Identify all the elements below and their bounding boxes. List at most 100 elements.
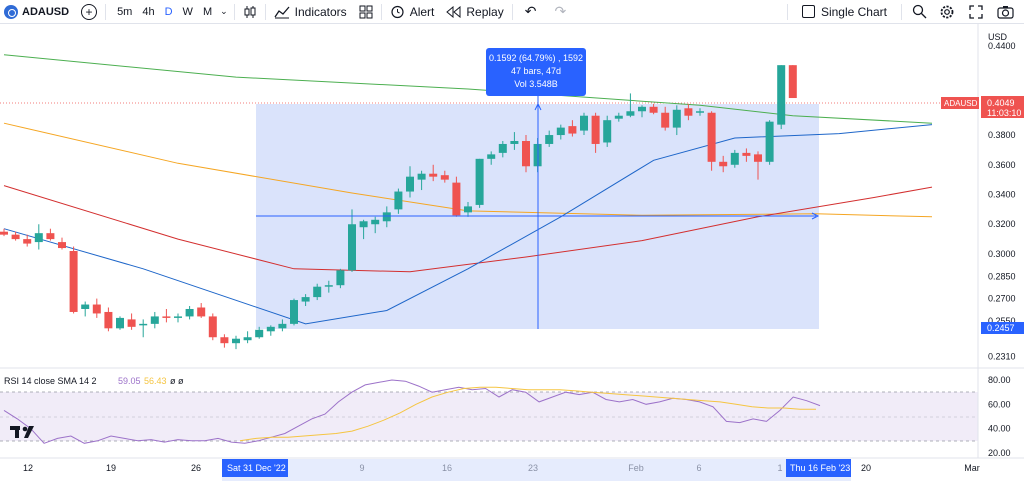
interval-m[interactable]: M [202,5,213,18]
top-toolbar: ADAUSD + 5m 4h D W M ⌄ Indicators Alert … [0,0,1024,24]
candle-body [475,158,484,205]
alarm-clock-icon [391,5,404,19]
candle-body [580,115,588,131]
rsi-legend-extra: ø [178,376,184,386]
candle-body [672,109,681,128]
time-tick: 12 [23,463,33,473]
add-symbol-icon: + [81,3,98,20]
candle-body [313,286,322,298]
measure-low-label: 0.2457 [987,323,1015,333]
interval-d[interactable]: D [164,5,173,18]
separator [264,3,266,20]
measure-arrow-head [811,212,820,220]
ma-line-green [3,54,933,124]
price-tick: 0.3200 [988,219,1016,229]
measure-volume: Vol 3.548B [514,79,558,89]
snapshot-button[interactable] [990,0,1024,24]
indicators-label: Indicators [294,4,347,19]
candle-body [568,126,577,134]
interval-5m[interactable]: 5m [117,5,133,18]
candles-icon [244,5,256,18]
candle-body [92,304,101,314]
gear-icon [940,5,954,18]
candle-body [232,338,240,344]
rsi-tick: 40.00 [988,424,1011,434]
alert-label: Alert [409,4,435,19]
separator [786,3,788,20]
time-tick: 20 [861,463,871,473]
ma-line-blue [3,124,933,325]
candle-body [336,270,345,286]
candle-body [394,191,403,210]
separator [380,3,382,20]
symbol-tag-bg [941,97,979,109]
candle-body [464,206,472,213]
compare-button[interactable]: + [75,0,103,24]
candle-body [243,337,252,341]
start-date-label: Sat 31 Dec '22 [227,463,286,473]
price-tick: 0.4400 [988,41,1016,51]
interval-w[interactable]: W [182,5,193,18]
candle-body [174,316,182,318]
alert-button[interactable]: Alert [384,0,441,24]
last-price-label: 0.4049 [987,98,1015,108]
fullscreen-button[interactable] [962,0,990,24]
symbol-selector[interactable]: ADAUSD [0,0,75,24]
separator [901,3,902,20]
interval-group: 5m 4h D W M ⌄ [108,0,232,24]
candle-body [765,121,774,162]
chart-area[interactable]: USD 0.44000.40000.38000.36000.34000.3200… [0,24,1024,481]
candle-body [46,233,55,240]
price-tick: 0.3800 [988,130,1016,140]
candle-body [696,111,704,113]
chevron-down-icon[interactable]: ⌄ [220,6,228,16]
candle-body [777,65,786,125]
candle-body [684,108,693,116]
candle-body [556,127,565,136]
candle-body [324,285,333,287]
layout-button[interactable]: Single Chart [790,0,899,24]
candle-body [788,65,797,99]
replay-button[interactable]: Replay [440,0,509,24]
rsi-indicator [3,379,821,444]
candle-body [382,212,391,222]
symbol-name: ADAUSD [22,5,70,18]
rsi-legend-name[interactable]: RSI 14 close SMA 14 2 [4,376,97,386]
search-icon [912,4,927,19]
measure-bars: 47 bars, 47d [510,66,562,76]
candle-body [58,242,66,249]
time-tick: 19 [106,463,116,473]
undo-button[interactable]: ↶ [515,0,547,24]
ma-line-red [3,185,933,273]
settings-button[interactable] [932,0,962,24]
candle-body [452,182,461,216]
candle-body [429,173,438,177]
candle-body [208,316,217,338]
replay-icon [446,5,461,18]
rsi-ticks: 80.00 60.00 40.00 20.00 [988,375,1011,458]
templates-button[interactable] [353,0,379,24]
tradingview-logo-icon[interactable] [10,422,40,442]
price-tick: 0.2700 [988,294,1016,304]
candle-body [290,300,298,324]
redo-icon: ↷ [554,3,567,19]
candle-body [127,319,136,327]
layout-square-icon [801,5,815,18]
candle-body [417,173,426,180]
candle-body [34,233,43,243]
price-tick: 0.2850 [988,271,1016,281]
price-tick: 0.3000 [988,249,1016,259]
candle-body [162,316,171,318]
price-chart[interactable]: USD 0.44000.40000.38000.36000.34000.3200… [0,24,1024,481]
candle-body [522,140,530,167]
indicators-button[interactable]: Indicators [268,0,353,24]
candle-body [754,154,762,162]
interval-4h[interactable]: 4h [142,5,155,18]
rsi-tick: 80.00 [988,375,1011,385]
chart-type-button[interactable] [237,0,263,24]
redo-button[interactable]: ↷ [546,0,574,24]
candle-body [23,239,32,244]
search-button[interactable] [904,0,932,24]
rsi-legend-sma: 56.43 [144,376,167,386]
candle-body [498,143,507,153]
